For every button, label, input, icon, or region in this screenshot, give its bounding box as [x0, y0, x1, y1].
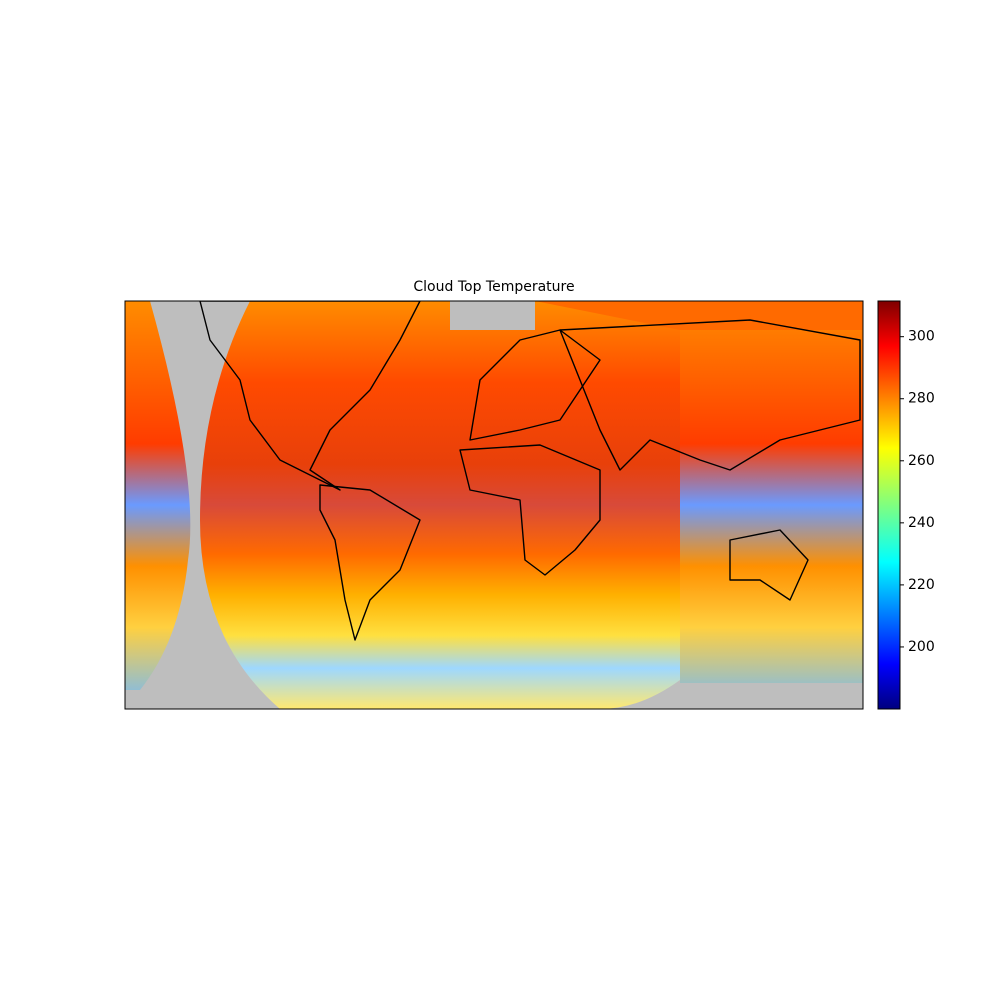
- colorbar-tick-label: 240: [908, 515, 935, 531]
- colorbar-tick-label: 220: [908, 577, 935, 593]
- swath-top: [535, 301, 863, 330]
- chart-title: Cloud Top Temperature: [413, 279, 574, 295]
- colorbar-fill: [877, 300, 901, 710]
- colorbar-tick-label: 200: [908, 639, 935, 655]
- swath-left: [125, 301, 191, 690]
- coastline: [469, 329, 601, 441]
- coastline: [559, 319, 861, 471]
- colorbar-tick-label: 280: [908, 391, 935, 407]
- colorbar-tick-label: 260: [908, 453, 935, 469]
- map-frame: [124, 300, 864, 710]
- colorbar-tick-label: 300: [908, 329, 935, 345]
- coastline: [199, 301, 421, 491]
- map: [125, 301, 863, 709]
- coastline: [319, 484, 421, 641]
- swath-center: [200, 301, 680, 709]
- colorbar: 200 220 240 260 280 300: [877, 300, 935, 710]
- swath-right: [680, 328, 863, 683]
- coastline: [459, 444, 601, 576]
- coastline: [729, 529, 809, 601]
